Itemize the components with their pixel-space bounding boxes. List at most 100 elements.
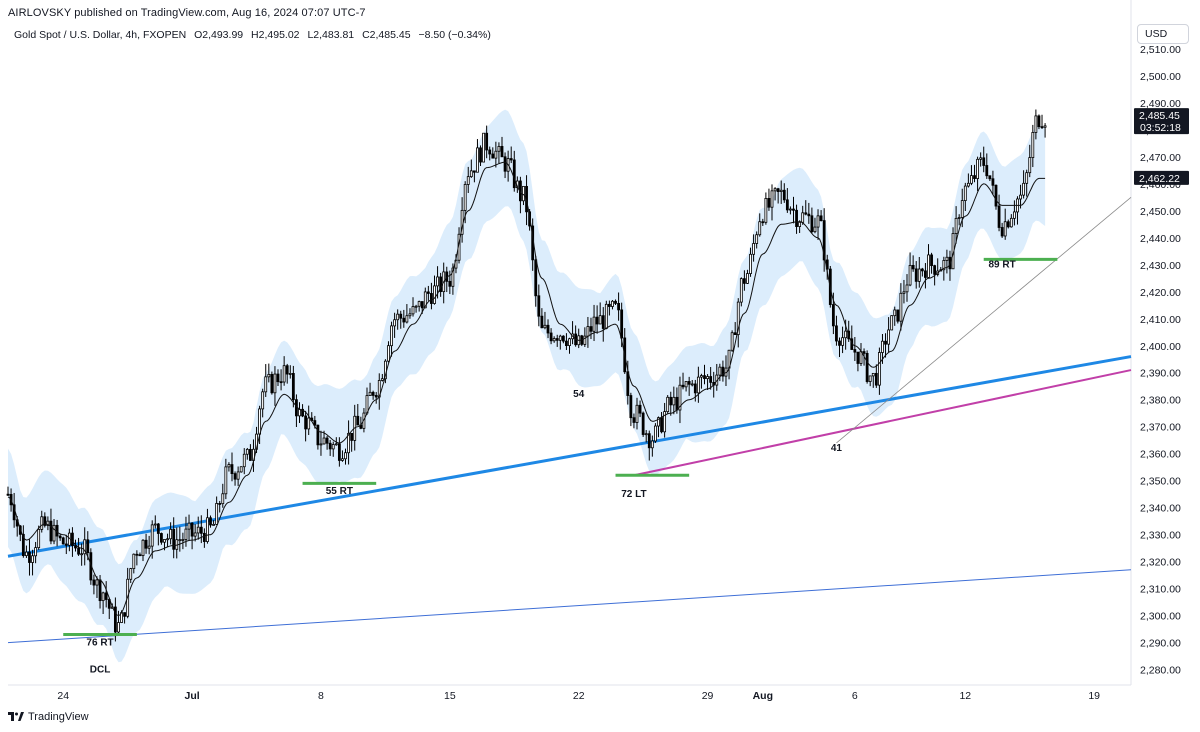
candle-body <box>396 313 400 321</box>
candle-body <box>635 404 639 423</box>
candle-body <box>690 383 694 386</box>
candle-body <box>408 313 412 317</box>
candle-body <box>822 220 826 261</box>
footer-brand[interactable]: TradingView <box>8 711 89 723</box>
candle-body <box>785 199 789 211</box>
candle-body <box>730 332 734 351</box>
x-tick-label: Jul <box>185 690 200 702</box>
candle-body <box>973 175 976 179</box>
candle-body <box>344 452 347 460</box>
y-tick-label: 2,340.00 <box>1140 503 1181 515</box>
candle-body <box>371 391 375 396</box>
candle-body <box>273 373 277 394</box>
candle-body <box>301 408 304 417</box>
candle-body <box>607 303 611 307</box>
candle-body <box>540 315 544 329</box>
candle-body <box>801 212 805 223</box>
candle-body <box>448 280 452 287</box>
candle-body <box>979 157 983 160</box>
candle-body <box>46 520 50 526</box>
candle-body <box>270 374 274 394</box>
candle-body <box>853 349 857 353</box>
candle-body <box>739 278 743 303</box>
footer-brand-label: TradingView <box>28 711 89 723</box>
annotation-label: DCL <box>90 664 111 675</box>
candle-body <box>58 535 62 539</box>
time-axis[interactable]: 24 Jul 8 15 22 29 Aug 6 12 19 <box>57 690 1100 702</box>
candle-body <box>104 592 108 600</box>
candle-body <box>874 372 878 386</box>
candle-body <box>190 522 194 537</box>
candle-body <box>773 188 777 192</box>
candle-body <box>512 159 516 189</box>
candle-body <box>632 417 636 423</box>
candle-body <box>742 278 746 284</box>
candle-body <box>337 443 341 461</box>
candle-body <box>678 384 682 411</box>
price-axis[interactable]: 2,510.002,500.002,490.002,480.002,470.00… <box>1140 44 1181 677</box>
candle-body <box>657 417 660 427</box>
candle-body <box>485 132 489 151</box>
y-tick-label: 2,510.00 <box>1140 44 1181 56</box>
candle-body <box>902 291 906 294</box>
candle-body <box>899 292 903 322</box>
currency-selector[interactable]: USD <box>1137 24 1189 44</box>
candle-body <box>611 300 614 307</box>
candle-body <box>924 270 927 278</box>
y-tick-label: 2,320.00 <box>1140 557 1181 569</box>
candle-body <box>61 537 65 545</box>
volatility-band <box>8 109 1046 663</box>
legend-change: −8.50 (−0.34%) <box>418 29 491 41</box>
y-tick-label: 2,410.00 <box>1140 314 1181 326</box>
candle-body <box>684 381 688 388</box>
candle-body <box>997 205 1001 228</box>
candle-body <box>245 448 249 455</box>
candle-body <box>466 176 470 185</box>
candle-body <box>107 599 111 609</box>
y-tick-label: 2,370.00 <box>1140 422 1181 434</box>
candle-body <box>387 345 390 362</box>
candle-body <box>963 185 967 201</box>
y-tick-label: 2,470.00 <box>1140 152 1181 164</box>
y-tick-label: 2,330.00 <box>1140 530 1181 542</box>
annotation-label: 89 RT <box>989 259 1016 270</box>
candle-body <box>589 326 593 332</box>
candle-body <box>565 340 568 347</box>
candle-body <box>433 285 436 304</box>
candle-body <box>497 146 501 152</box>
candle-body <box>322 437 326 445</box>
candle-body <box>236 471 240 480</box>
candle-body <box>641 412 645 435</box>
candle-body <box>230 464 234 475</box>
candle-body <box>129 568 133 580</box>
candle-body <box>721 366 725 377</box>
candle-body <box>307 417 311 430</box>
legend-symbol[interactable]: Gold Spot / U.S. Dollar, 4h, FXOPEN <box>14 29 187 41</box>
candle-body <box>390 325 393 347</box>
candle-body <box>147 545 151 549</box>
candle-body <box>74 545 77 549</box>
candle-body <box>804 212 808 215</box>
candle-body <box>304 415 308 430</box>
candle-body <box>798 221 802 227</box>
candle-body <box>696 376 700 394</box>
candle-body <box>1037 115 1041 128</box>
candle-body <box>758 221 762 236</box>
candle-body <box>264 376 268 393</box>
candle-body <box>942 260 946 271</box>
candle-body <box>537 295 541 317</box>
candle-body <box>920 268 924 272</box>
candle-body <box>700 375 703 378</box>
candle-body <box>660 417 663 433</box>
candle-body <box>1013 211 1016 219</box>
candle-body <box>693 383 697 394</box>
candle-body <box>117 622 120 633</box>
candle-body <box>779 189 783 192</box>
symbol-legend: Gold Spot / U.S. Dollar, 4h, FXOPEN O2,4… <box>14 29 496 41</box>
candle-body <box>816 215 820 228</box>
candle-body <box>43 516 47 526</box>
y-tick-label: 2,390.00 <box>1140 368 1181 380</box>
candle-body <box>166 538 169 541</box>
candle-body <box>52 524 56 542</box>
